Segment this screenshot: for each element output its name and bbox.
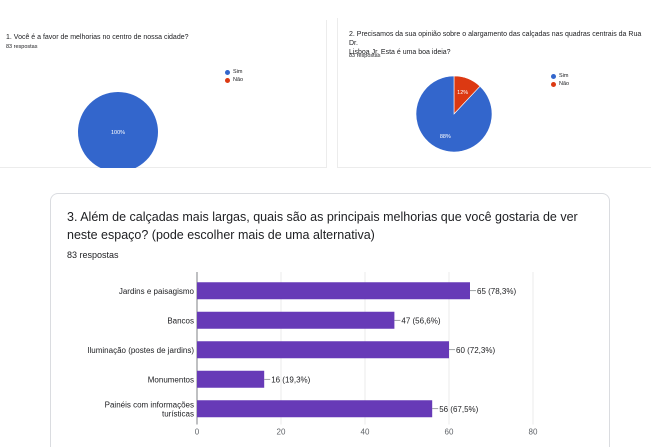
category-label: Iluminação (postes de jardins) — [87, 346, 194, 355]
data-label: 65 (78,3%) — [477, 287, 516, 296]
bar — [197, 311, 395, 329]
x-tick-label: 80 — [529, 428, 538, 437]
legend-swatch-sim — [225, 69, 230, 75]
question-1-card: 1. Você é a favor de melhorias no centro… — [0, 20, 327, 168]
question-2-title-line-1: 2. Precisamos da sua opinião sobre o ala… — [349, 31, 642, 47]
data-label: 47 (56,6%) — [401, 316, 440, 325]
bar — [197, 341, 449, 359]
category-label: Jardins e paisagismo — [119, 287, 195, 296]
legend-item-nao: Não — [225, 76, 243, 84]
question-3-responses: 83 respostas — [67, 250, 119, 260]
question-3-title-line-2: neste espaço? (pode escolher mais de uma… — [67, 228, 375, 242]
question-2-legend: Sim Não — [551, 72, 569, 88]
category-label: Painéis com informações turísticas — [105, 400, 194, 418]
pie-slice-label: 100% — [111, 130, 125, 136]
legend-item-sim: Sim — [225, 68, 243, 76]
data-label: 16 (19,3%) — [271, 375, 310, 384]
category-label: Bancos — [167, 316, 194, 325]
bar — [197, 400, 433, 418]
question-2-responses: 83 respostas — [349, 53, 381, 59]
question-3-title-line-1: 3. Além de calçadas mais largas, quais s… — [67, 210, 578, 224]
legend-item-nao: Não — [551, 80, 569, 88]
legend-swatch-sim — [551, 73, 556, 79]
pie-slice-sim — [78, 92, 158, 168]
category-label: Monumentos — [148, 375, 194, 384]
legend-item-sim: Sim — [551, 72, 569, 80]
legend-label-nao: Não — [559, 81, 570, 87]
bar — [197, 282, 470, 300]
question-1-pie-chart: 100% — [78, 92, 158, 168]
x-tick-label: 0 — [195, 428, 200, 437]
question-1-title: 1. Você é a favor de melhorias no centro… — [6, 34, 189, 41]
data-label: 56 (67,5%) — [439, 405, 478, 414]
pie-slice-label: 88% — [440, 134, 451, 140]
legend-swatch-nao — [225, 77, 230, 83]
question-2-title: 2. Precisamos da sua opinião sobre o ala… — [349, 30, 651, 57]
pie-slice-label: 12% — [457, 90, 468, 96]
bar — [197, 370, 265, 388]
x-tick-label: 20 — [277, 428, 286, 437]
question-2-title-line-2: Lisboa Jr. Esta é uma boa ideia? — [349, 49, 451, 56]
x-tick-label: 40 — [361, 428, 370, 437]
legend-label-sim: Sim — [233, 69, 243, 75]
legend-swatch-nao — [551, 81, 556, 87]
question-1-legend: Sim Não — [225, 68, 243, 84]
question-2-card: 2. Precisamos da sua opinião sobre o ala… — [337, 18, 651, 168]
x-tick-label: 60 — [445, 428, 454, 437]
legend-label-sim: Sim — [559, 73, 569, 79]
data-label: 60 (72,3%) — [456, 346, 495, 355]
pie-slice-sim — [415, 75, 493, 153]
question-2-pie-chart: 12% 88% — [415, 75, 493, 153]
legend-label-nao: Não — [233, 77, 244, 83]
question-3-title: 3. Além de calçadas mais largas, quais s… — [67, 208, 578, 244]
question-1-responses: 83 respostas — [6, 44, 38, 50]
